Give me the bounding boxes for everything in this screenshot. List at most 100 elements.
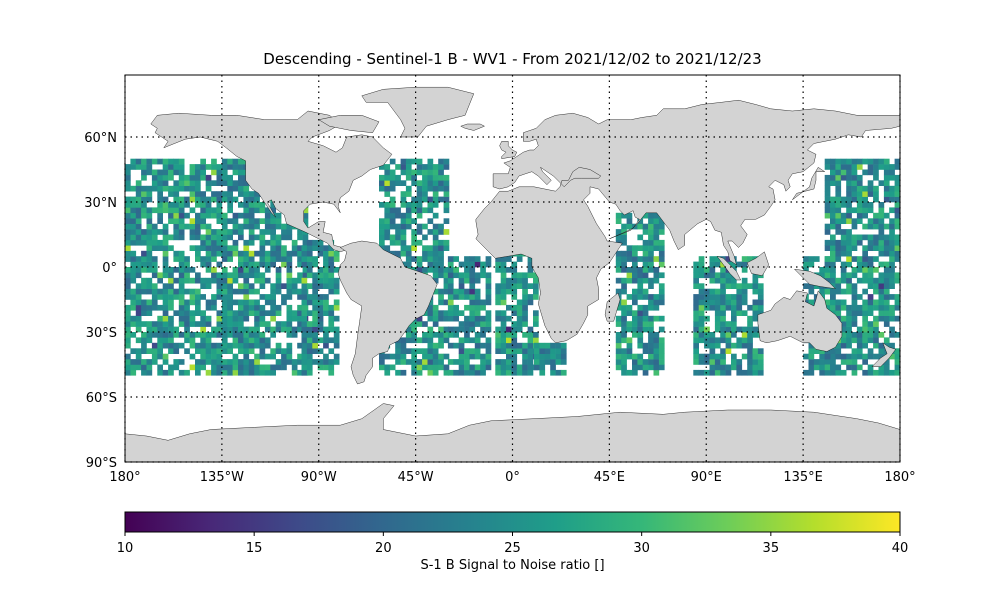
snr-cell — [819, 353, 825, 360]
snr-cell — [632, 321, 638, 327]
snr-cell — [270, 364, 276, 371]
snr-cell — [141, 261, 147, 268]
snr-cell — [658, 223, 665, 230]
snr-cell — [550, 369, 556, 376]
snr-cell — [389, 223, 396, 230]
snr-cell — [238, 250, 244, 257]
snr-cell — [312, 310, 318, 316]
snr-cell — [867, 202, 874, 208]
snr-cell — [658, 353, 665, 360]
snr-cell — [883, 267, 890, 273]
snr-cell — [328, 369, 335, 376]
snr-cell — [840, 196, 847, 203]
snr-cell — [438, 267, 444, 273]
snr-cell — [221, 299, 228, 306]
snr-cell — [522, 283, 528, 289]
snr-cell — [736, 337, 743, 344]
snr-cell — [731, 294, 737, 300]
snr-cell — [840, 321, 847, 327]
snr-cell — [205, 332, 212, 338]
snr-cell — [427, 196, 434, 203]
snr-cell — [141, 234, 147, 241]
snr-cell — [178, 180, 185, 186]
snr-cell — [227, 207, 233, 214]
snr-cell — [141, 283, 147, 289]
snr-cell — [615, 353, 622, 360]
snr-cell — [632, 277, 638, 284]
snr-cell — [379, 202, 385, 208]
snr-cell — [168, 202, 174, 208]
snr-cell — [539, 348, 546, 354]
snr-cell — [648, 261, 654, 268]
snr-cell — [248, 326, 255, 333]
snr-cell — [873, 321, 879, 327]
snr-cell — [824, 304, 831, 311]
snr-cell — [443, 332, 450, 338]
snr-cell — [720, 294, 726, 300]
snr-cell — [264, 207, 271, 214]
snr-cell — [162, 353, 169, 360]
snr-cell — [216, 174, 223, 181]
snr-cell — [248, 223, 255, 230]
snr-cell — [238, 234, 244, 241]
snr-cell — [389, 250, 396, 257]
snr-cell — [474, 256, 481, 262]
snr-cell — [803, 267, 809, 273]
snr-cell — [395, 223, 401, 230]
snr-cell — [533, 283, 539, 289]
snr-cell — [151, 158, 158, 165]
snr-cell — [894, 212, 901, 219]
snr-cell — [693, 337, 699, 344]
snr-cell — [642, 212, 649, 219]
snr-cell — [227, 369, 233, 376]
snr-cell — [835, 304, 842, 311]
longitude-label: 180° — [884, 470, 915, 485]
snr-cell — [830, 158, 836, 165]
snr-cell — [297, 326, 303, 333]
snr-cell — [312, 337, 318, 344]
snr-cell — [389, 239, 396, 246]
snr-cell — [312, 315, 318, 322]
snr-cell — [157, 191, 163, 197]
snr-cell — [867, 272, 874, 279]
snr-cell — [883, 164, 890, 170]
snr-cell — [862, 304, 868, 311]
snr-cell — [151, 353, 158, 360]
snr-cell — [808, 256, 815, 262]
snr-cell — [422, 332, 428, 338]
snr-cell — [146, 234, 153, 241]
snr-cell — [178, 158, 185, 165]
snr-cell — [626, 342, 633, 349]
snr-cell — [254, 196, 260, 203]
snr-cell — [720, 332, 726, 338]
snr-cell — [141, 207, 147, 214]
snr-cell — [883, 191, 890, 197]
snr-cell — [867, 207, 874, 214]
snr-cell — [878, 272, 885, 279]
snr-cell — [464, 288, 470, 295]
snr-cell — [474, 310, 481, 316]
snr-cell — [757, 359, 764, 365]
snr-cell — [200, 342, 206, 349]
snr-cell — [824, 164, 831, 170]
snr-cell — [286, 229, 293, 235]
snr-cell — [270, 294, 276, 300]
snr-cell — [878, 369, 885, 376]
snr-cell — [157, 342, 163, 349]
snr-cell — [464, 256, 470, 262]
snr-cell — [254, 310, 260, 316]
snr-cell — [184, 315, 190, 322]
snr-cell — [328, 261, 335, 268]
snr-cell — [302, 342, 309, 349]
snr-cell — [162, 207, 169, 214]
snr-cell — [533, 310, 539, 316]
snr-cell — [447, 277, 454, 284]
snr-cell — [416, 164, 423, 170]
snr-cell — [443, 288, 450, 295]
snr-cell — [485, 342, 492, 349]
snr-cell — [178, 304, 185, 311]
snr-cell — [632, 332, 638, 338]
snr-cell — [495, 299, 501, 306]
snr-cell — [243, 191, 250, 197]
snr-cell — [846, 342, 852, 349]
